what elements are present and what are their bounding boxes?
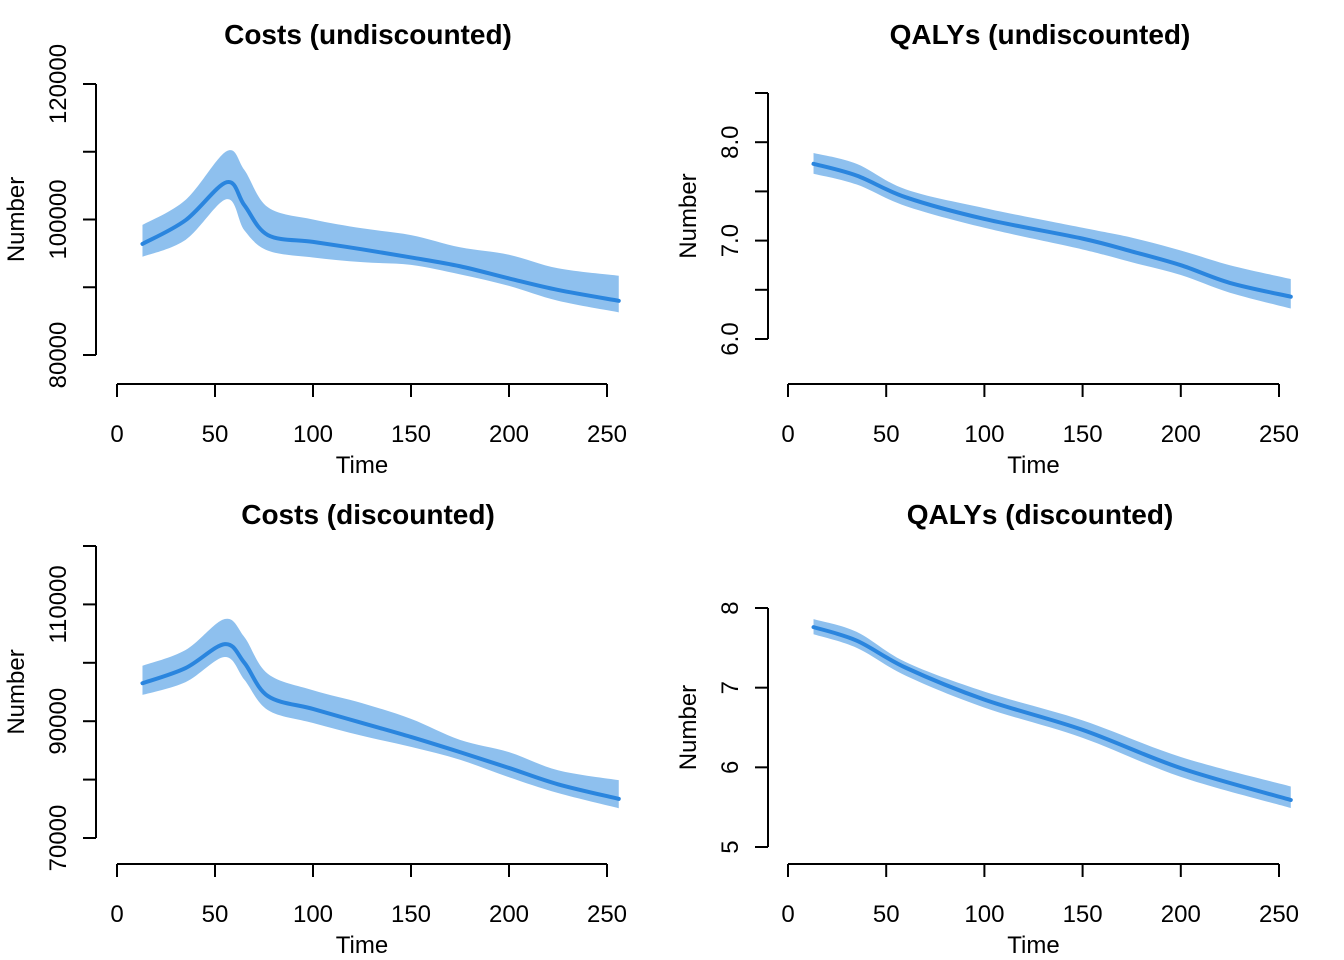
chart-title: Costs (undiscounted) [224, 19, 512, 50]
chart-title: Costs (discounted) [241, 499, 495, 530]
x-tick-label: 50 [202, 421, 229, 448]
x-tick-label: 250 [587, 901, 627, 928]
y-axis: 5 6 7 8 Number [675, 601, 769, 854]
y-axis: 70000 90000 110000 Number [3, 545, 97, 872]
y-tick-label: 8 [717, 601, 744, 614]
confidence-band [142, 618, 619, 809]
x-tick-label: 250 [1259, 901, 1299, 928]
x-tick-label: 0 [110, 421, 123, 448]
x-tick-label: 0 [110, 901, 123, 928]
y-tick-label: 110000 [45, 565, 72, 643]
y-tick-label: 80000 [45, 322, 72, 389]
y-tick-label: 7.0 [717, 224, 744, 257]
chart-title: QALYs (discounted) [907, 499, 1174, 530]
x-axis-label: Time [1007, 932, 1059, 959]
x-axis-label: Time [1007, 452, 1059, 479]
x-axis: 0 50 100 150 200 250 Time [110, 383, 627, 479]
x-tick-label: 150 [1063, 421, 1103, 448]
x-tick-label: 250 [587, 421, 627, 448]
mean-line [811, 161, 1293, 299]
y-tick-label: 5 [717, 840, 744, 853]
y-tick-label: 100000 [45, 179, 72, 259]
confidence-band [813, 619, 1291, 808]
x-axis: 0 50 100 150 200 250 Time [781, 383, 1299, 479]
x-tick-label: 50 [202, 901, 229, 928]
y-tick-label: 90000 [45, 688, 72, 755]
chart-panel-qalys-undiscounted: QALYs (undiscounted) 6.0 7.0 8.0 Number 0 50 10… [675, 19, 1299, 479]
x-axis: 0 50 100 150 200 250 Time [781, 863, 1299, 959]
x-tick-label: 0 [781, 901, 794, 928]
x-tick-label: 200 [1161, 901, 1201, 928]
y-tick-label: 120000 [45, 44, 72, 124]
x-tick-label: 200 [489, 901, 529, 928]
y-axis-label: Number [675, 173, 702, 258]
x-tick-label: 100 [964, 421, 1004, 448]
mean-line [811, 625, 1293, 802]
x-tick-label: 100 [964, 901, 1004, 928]
chart-panel-costs-discounted: Costs (discounted) 70000 90000 110000 Number… [3, 499, 627, 959]
x-tick-label: 50 [873, 901, 900, 928]
y-tick-label: 7 [717, 681, 744, 694]
y-axis: 80000 100000 120000 Number [3, 44, 97, 389]
x-axis-label: Time [336, 452, 388, 479]
x-axis: 0 50 100 150 200 250 Time [110, 863, 627, 959]
x-tick-label: 200 [489, 421, 529, 448]
x-tick-label: 150 [391, 901, 431, 928]
mean-line [140, 180, 621, 303]
y-axis-label: Number [3, 177, 30, 262]
chart-panel-costs-undiscounted: Costs (undiscounted) 80000 100000 120000 Num… [3, 19, 627, 479]
y-tick-label: 70000 [45, 805, 72, 872]
x-tick-label: 0 [781, 421, 794, 448]
x-tick-label: 150 [391, 421, 431, 448]
y-axis: 6.0 7.0 8.0 Number [675, 92, 769, 356]
confidence-band [142, 150, 619, 313]
y-tick-label: 8.0 [717, 126, 744, 159]
chart-title: QALYs (undiscounted) [890, 19, 1191, 50]
y-tick-label: 6 [717, 761, 744, 774]
y-axis-label: Number [675, 685, 702, 770]
x-tick-label: 150 [1063, 901, 1103, 928]
y-axis-label: Number [3, 649, 30, 734]
x-tick-label: 100 [293, 421, 333, 448]
mean-line [140, 642, 621, 801]
x-tick-label: 200 [1161, 421, 1201, 448]
y-tick-label: 6.0 [717, 322, 744, 355]
x-tick-label: 50 [873, 421, 900, 448]
x-tick-label: 100 [293, 901, 333, 928]
chart-panel-qalys-discounted: QALYs (discounted) 5 6 7 8 Number 0 50 100 150 200… [675, 499, 1299, 959]
x-tick-label: 250 [1259, 421, 1299, 448]
x-axis-label: Time [336, 932, 388, 959]
